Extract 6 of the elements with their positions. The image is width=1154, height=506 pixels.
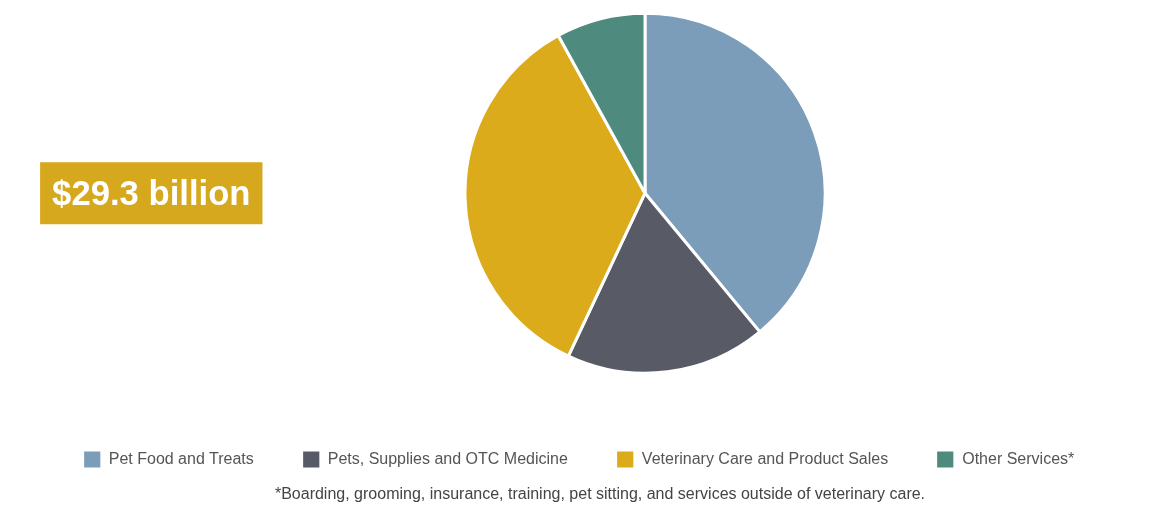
legend-label: Pet Food and Treats bbox=[108, 450, 254, 468]
text: $29.3 billion bbox=[52, 174, 251, 213]
text: *Boarding, grooming, insurance, training, pet sitting, and services outside of veterinary care. bbox=[274, 485, 926, 503]
legend-label: Other Services* bbox=[962, 450, 1075, 468]
legend-label: Veterinary Care and Product Sales bbox=[641, 450, 889, 468]
legend-label: Pets, Supplies and OTC Medicine bbox=[327, 450, 568, 468]
